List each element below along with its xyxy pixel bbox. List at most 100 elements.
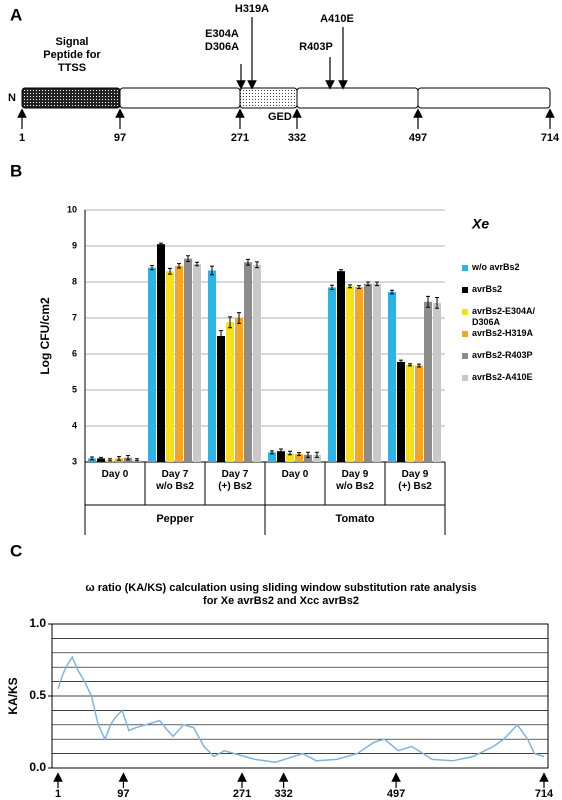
error-bar xyxy=(135,458,139,462)
bar xyxy=(148,267,156,462)
bar xyxy=(337,271,345,462)
legend-swatch xyxy=(462,309,468,315)
error-bar xyxy=(168,267,172,275)
error-bar xyxy=(210,265,214,276)
error-bar xyxy=(330,284,334,291)
bar xyxy=(166,271,174,462)
panel-label: C xyxy=(10,541,22,560)
bar xyxy=(313,454,321,462)
legend-label: w/o avrBs2 xyxy=(472,262,520,272)
bar xyxy=(397,361,405,462)
x-tick-label: Day 9 (+) Bs2 xyxy=(398,469,432,492)
bar xyxy=(253,264,261,462)
error-bar xyxy=(357,285,361,289)
domain-box xyxy=(21,87,121,109)
error-bar xyxy=(99,456,103,460)
legend-label: avrBs2-A410E xyxy=(472,372,533,382)
error-bar xyxy=(306,451,310,458)
error-bar xyxy=(126,455,130,461)
domain-box xyxy=(296,87,419,109)
bar xyxy=(373,283,381,462)
legend-label: avrBs2-H319A xyxy=(472,328,534,338)
bar xyxy=(97,458,105,462)
error-bar xyxy=(348,284,352,289)
bar xyxy=(328,287,336,462)
group-label: Tomato xyxy=(335,513,375,525)
bar xyxy=(346,286,354,462)
bar xyxy=(157,244,165,462)
error-bar xyxy=(390,289,394,295)
error-bar xyxy=(150,264,154,271)
bar xyxy=(184,258,192,462)
y-tick-label: 3 xyxy=(72,456,77,466)
position-label: 97 xyxy=(114,132,126,144)
legend-swatch xyxy=(462,375,468,381)
domain-box xyxy=(119,87,241,109)
error-bar xyxy=(408,363,412,367)
y-tick-label: 7 xyxy=(72,312,77,322)
group-label: Pepper xyxy=(156,513,194,525)
position-label: 271 xyxy=(231,132,249,144)
bar xyxy=(217,336,225,462)
position-label: 497 xyxy=(409,132,427,144)
bar xyxy=(406,364,414,462)
bar xyxy=(295,454,303,462)
mutation-label: H319A xyxy=(235,3,269,15)
y-tick-label: 10 xyxy=(67,204,77,214)
bar xyxy=(286,453,294,462)
error-bar xyxy=(288,450,292,456)
legend-swatch xyxy=(462,287,468,293)
legend-swatch xyxy=(462,353,468,359)
error-bar xyxy=(366,281,370,287)
ged-label: GED xyxy=(268,111,292,123)
x-tick-label: 271 xyxy=(233,788,251,800)
y-tick-label: 4 xyxy=(72,420,77,430)
y-tick-label: 9 xyxy=(72,240,77,250)
y-tick-label: 5 xyxy=(72,384,77,394)
x-tick-label: Day 7 w/o Bs2 xyxy=(156,469,194,492)
x-tick-label: Day 0 xyxy=(101,469,129,480)
mutation-label: E304A D306A xyxy=(204,28,240,53)
bar xyxy=(388,292,396,462)
x-tick-label: 332 xyxy=(274,788,292,800)
bar xyxy=(193,264,201,462)
error-bar xyxy=(339,269,343,274)
bar xyxy=(364,283,372,462)
bar xyxy=(433,302,441,462)
error-bar xyxy=(255,261,259,269)
chart-title: ω ratio (KA/KS) calculation using slidin… xyxy=(85,582,477,607)
position-label: 714 xyxy=(541,132,560,144)
mutation-label: A410E xyxy=(320,13,354,25)
panel-label: A xyxy=(10,5,22,24)
position-label: 332 xyxy=(288,132,306,144)
error-bar xyxy=(237,312,241,324)
error-bar xyxy=(195,261,199,267)
error-bar xyxy=(426,295,430,308)
n-terminus: N xyxy=(8,92,16,104)
error-bar xyxy=(297,452,301,457)
bar xyxy=(175,265,183,462)
y-axis-label: Log CFU/cm2 xyxy=(38,297,52,375)
error-bar xyxy=(228,316,232,329)
x-tick-label: 97 xyxy=(117,788,129,800)
error-bar xyxy=(90,456,94,461)
error-bar xyxy=(186,255,190,262)
x-tick-label: Day 0 xyxy=(281,469,309,480)
bar xyxy=(277,451,285,462)
error-bar xyxy=(270,450,274,455)
error-bar xyxy=(159,242,163,246)
legend-label: avrBs2-R403P xyxy=(472,350,533,360)
mutation-label: R403P xyxy=(299,41,333,53)
error-bar xyxy=(108,458,112,462)
legend-swatch xyxy=(462,265,468,271)
y-tick-label: 0.5 xyxy=(29,688,46,702)
error-bar xyxy=(417,363,421,368)
x-tick-label: 714 xyxy=(535,788,554,800)
panel-label: B xyxy=(10,161,22,180)
bar xyxy=(355,287,363,462)
legend-label: avrBs2-E304A/ D306A xyxy=(472,306,536,327)
legend-label: avrBs2 xyxy=(472,284,503,294)
domain-box xyxy=(239,87,298,109)
y-tick-label: 8 xyxy=(72,276,77,286)
